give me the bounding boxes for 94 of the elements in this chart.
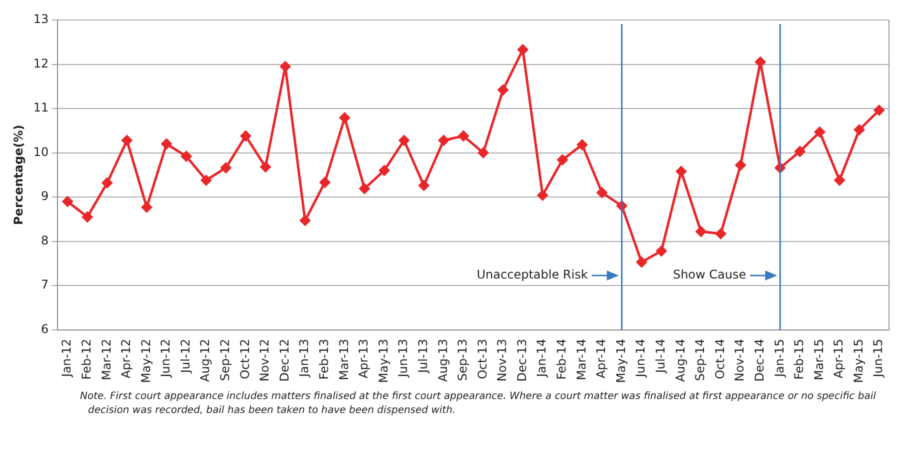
- point: [438, 135, 449, 146]
- point: [379, 165, 390, 176]
- x-tick-label: Aug-12: [198, 338, 212, 382]
- point: [636, 256, 647, 268]
- y-tick-label: 13: [33, 12, 49, 26]
- x-tick-label: Jul-13: [416, 338, 430, 374]
- point: [339, 112, 350, 124]
- x-tick-label: Apr-12: [119, 338, 134, 378]
- y-tick-label: 8: [41, 233, 49, 248]
- point: [300, 215, 310, 226]
- x-tick-label: Jul-12: [178, 338, 192, 374]
- point: [576, 140, 588, 150]
- point: [418, 180, 430, 191]
- x-tick-label: Oct-14: [712, 338, 727, 380]
- x-tick-label: Dec-12: [277, 338, 292, 382]
- x-tick-label: Jun-13: [396, 338, 410, 378]
- point: [696, 226, 706, 237]
- point: [62, 196, 73, 207]
- point: [794, 146, 806, 157]
- point: [735, 160, 746, 170]
- x-tick-label: Jul-14: [654, 338, 668, 374]
- x-tick-label: Oct-13: [475, 338, 490, 380]
- point: [518, 44, 528, 55]
- point: [141, 202, 152, 212]
- x-tick-label: Nov-14: [732, 338, 747, 382]
- point: [320, 177, 330, 188]
- x-tick-label: May-14: [614, 338, 628, 384]
- y-tick-label: 6: [41, 322, 49, 336]
- x-tick-label: Dec-14: [752, 338, 766, 382]
- point: [359, 183, 370, 194]
- point: [874, 105, 884, 116]
- point: [102, 178, 112, 188]
- point: [814, 126, 825, 138]
- point: [834, 174, 845, 186]
- point: [596, 187, 608, 198]
- point: [161, 138, 172, 150]
- x-tick-label: Oct-12: [238, 338, 252, 380]
- x-tick-label: Sep-14: [693, 338, 708, 382]
- x-tick-label: Jan-12: [60, 338, 74, 378]
- x-tick-label: Apr-15: [832, 338, 846, 378]
- x-tick-label: Sep-12: [218, 338, 232, 382]
- point: [280, 61, 291, 72]
- x-tick-label: Mar-15: [812, 338, 826, 380]
- x-tick-label: Mar-13: [336, 338, 351, 380]
- x-tick-label: Apr-14: [594, 338, 608, 378]
- x-tick-label: May-13: [376, 338, 390, 384]
- text: Note. First court appearance includes matters finalised at the first court appearance. Where a court matter was finalised at first appearance or no specific bail decision was recorded, bail has been taken to have been dispensed with.: [79, 390, 877, 418]
- point: [398, 135, 410, 146]
- point: [260, 162, 271, 172]
- point: [220, 162, 232, 174]
- x-tick-label: Nov-13: [495, 338, 510, 382]
- x-tick-label: Jun-15: [871, 338, 886, 378]
- point: [537, 190, 548, 201]
- y-tick-label: 7: [41, 278, 49, 292]
- point: [755, 56, 766, 68]
- point: [478, 148, 488, 158]
- point: [240, 130, 251, 142]
- x-tick-label: Jan-15: [772, 338, 786, 378]
- x-tick-label: Mar-12: [99, 338, 114, 380]
- x-tick-label: Jan-13: [297, 338, 312, 378]
- x-tick-label: Sep-13: [456, 338, 470, 382]
- point: [656, 246, 667, 256]
- y-tick-label: 10: [33, 144, 49, 159]
- x-tick-label: Nov-12: [258, 338, 272, 382]
- x-tick-label: Apr-13: [356, 338, 371, 378]
- x-tick-label: Aug-14: [673, 338, 688, 382]
- x-tick-label: May-12: [138, 338, 153, 384]
- x-tick-label: May-15: [851, 338, 866, 384]
- point: [557, 154, 568, 166]
- ref-line-label: Show Cause: [672, 268, 746, 282]
- point: [716, 228, 726, 240]
- y-axis-title: Percentage(%): [11, 124, 26, 226]
- y-tick-label: 9: [41, 189, 49, 204]
- x-tick-label: Dec-13: [514, 338, 529, 382]
- x-tick-label: Mar-14: [574, 338, 588, 380]
- x-tick-label: Jun-14: [634, 338, 648, 378]
- point: [200, 174, 212, 186]
- point: [181, 151, 192, 162]
- x-tick-label: Feb-12: [79, 338, 94, 380]
- x-tick-label: Aug-13: [436, 338, 450, 382]
- x-tick-label: Feb-14: [554, 338, 569, 380]
- x-tick-label: Jan-14: [534, 338, 549, 378]
- point: [82, 212, 93, 222]
- point: [676, 166, 686, 177]
- y-tick-label: 12: [33, 56, 49, 70]
- point: [458, 130, 469, 142]
- point: [498, 84, 508, 96]
- x-tick-label: Feb-15: [792, 338, 806, 380]
- ref-line-label: Unacceptable Risk: [476, 268, 588, 282]
- y-tick-label: 11: [33, 100, 49, 115]
- point: [854, 124, 865, 136]
- x-tick-label: Jun-12: [158, 338, 173, 378]
- x-tick-label: Feb-13: [317, 338, 332, 380]
- point: [122, 135, 132, 146]
